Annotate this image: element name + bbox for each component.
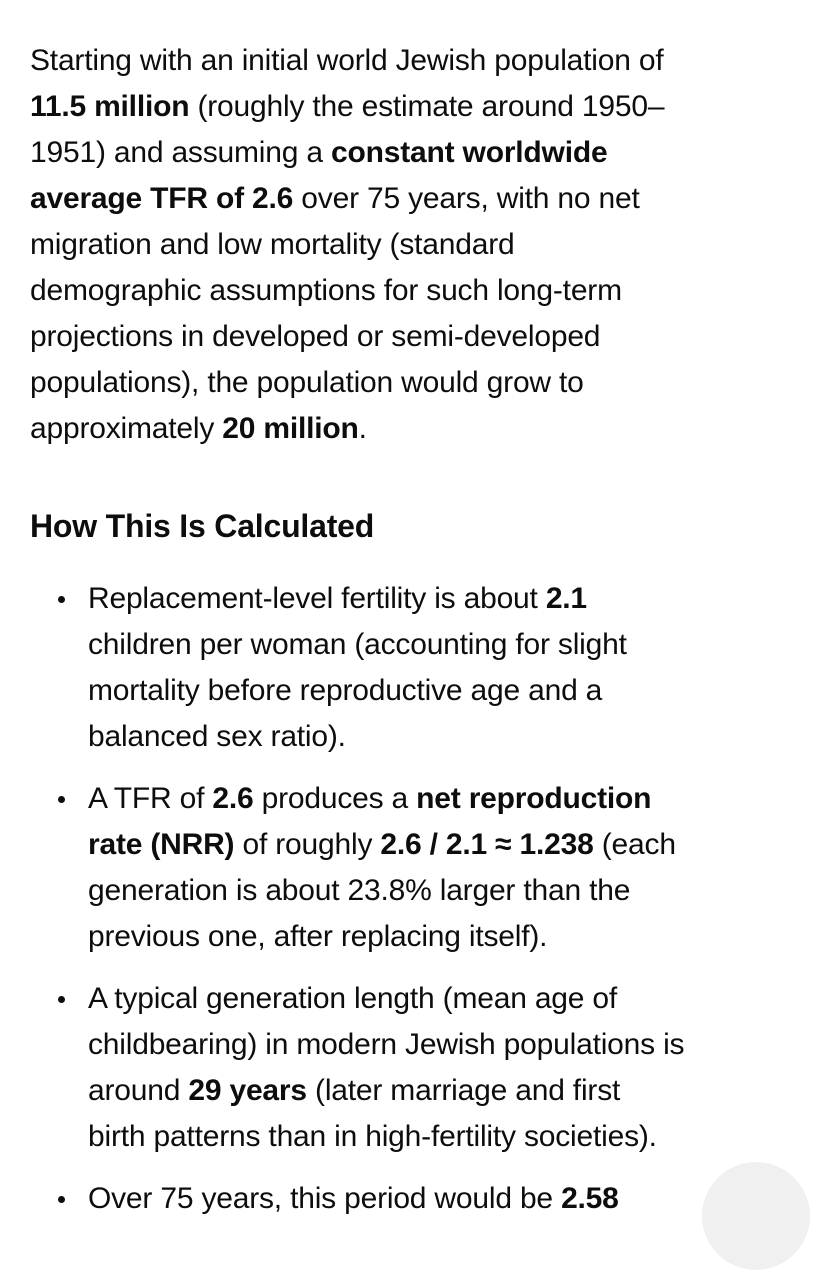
bold-text-run: rate (NRR) <box>88 828 235 861</box>
text-line: Starting with an initial world Jewish po… <box>30 38 797 84</box>
document-body: Starting with an initial world Jewish po… <box>30 38 797 1222</box>
scroll-to-bottom-button[interactable] <box>702 1162 810 1270</box>
list-item-text: A TFR of 2.6 produces a net reproduction… <box>88 776 797 960</box>
bold-text-run: 2.6 / 2.1 ≈ 1.238 <box>380 828 594 861</box>
text-run: birth patterns than in high-fertility so… <box>88 1120 657 1153</box>
list-item: A typical generation length (mean age of… <box>30 976 797 1160</box>
text-run: 1951) and assuming a <box>30 136 332 169</box>
text-run: produces a <box>253 782 417 815</box>
bullet-marker-icon <box>58 996 65 1003</box>
text-run: (later marriage and first <box>306 1074 621 1107</box>
text-run: A typical generation length (mean age of <box>88 982 618 1015</box>
text-run: migration and low mortality (standard <box>30 228 515 261</box>
text-run: (each <box>593 828 676 861</box>
bold-text-run: 2.1 <box>545 582 587 615</box>
text-run: Starting with an initial world Jewish po… <box>30 44 664 77</box>
text-run: over 75 years, with no net <box>293 182 640 215</box>
text-line: mortality before reproductive age and a <box>88 668 797 714</box>
text-run: generation is about 23.8% larger than th… <box>88 874 631 907</box>
bold-text-run: 20 million <box>222 412 359 445</box>
text-line: birth patterns than in high-fertility so… <box>88 1114 797 1160</box>
text-run: populations), the population would grow … <box>30 366 584 399</box>
list-item-text: A typical generation length (mean age of… <box>88 976 797 1160</box>
text-run: approximately <box>30 412 223 445</box>
section-heading: How This Is Calculated <box>30 508 375 544</box>
text-run: children per woman (accounting for sligh… <box>88 628 627 661</box>
bold-text-run: 29 years <box>188 1074 307 1107</box>
intro-paragraph: Starting with an initial world Jewish po… <box>30 38 797 452</box>
list-item: Over 75 years, this period would be 2.58 <box>30 1176 797 1222</box>
text-line: A TFR of 2.6 produces a net reproduction <box>88 776 797 822</box>
text-line: average TFR of 2.6 over 75 years, with n… <box>30 176 797 222</box>
text-line: 1951) and assuming a constant worldwide <box>30 130 797 176</box>
text-line: projections in developed or semi-develop… <box>30 314 797 360</box>
text-run: A TFR of <box>88 782 213 815</box>
text-line: previous one, after replacing itself). <box>88 914 797 960</box>
text-line: around 29 years (later marriage and firs… <box>88 1068 797 1114</box>
bold-text-run: net reproduction <box>416 782 652 815</box>
text-line: migration and low mortality (standard <box>30 222 797 268</box>
text-run: previous one, after replacing itself). <box>88 920 548 953</box>
text-line: populations), the population would grow … <box>30 360 797 406</box>
list-item: A TFR of 2.6 produces a net reproduction… <box>30 776 797 960</box>
text-run: (roughly the estimate around 1950– <box>189 90 665 123</box>
bold-text-run: 11.5 million <box>30 90 190 123</box>
text-line: Over 75 years, this period would be 2.58 <box>88 1176 797 1222</box>
text-run: balanced sex ratio). <box>88 720 346 753</box>
text-line: childbearing) in modern Jewish populatio… <box>88 1022 797 1068</box>
text-run: mortality before reproductive age and a <box>88 674 603 707</box>
text-line: generation is about 23.8% larger than th… <box>88 868 797 914</box>
list-item-text: Replacement-level fertility is about 2.1… <box>88 576 797 760</box>
text-line: rate (NRR) of roughly 2.6 / 2.1 ≈ 1.238 … <box>88 822 797 868</box>
text-run: childbearing) in modern Jewish populatio… <box>88 1028 685 1061</box>
bullet-marker-icon <box>58 596 65 603</box>
bold-text-run: constant worldwide <box>331 136 608 169</box>
text-run: of roughly <box>234 828 381 861</box>
text-run: demographic assumptions for such long-te… <box>30 274 622 307</box>
list-item-text: Over 75 years, this period would be 2.58 <box>88 1176 797 1222</box>
bullet-list: Replacement-level fertility is about 2.1… <box>30 576 797 1222</box>
text-line: approximately 20 million. <box>30 406 797 452</box>
bullet-marker-icon <box>58 796 65 803</box>
text-line: Replacement-level fertility is about 2.1 <box>88 576 797 622</box>
text-run: Over 75 years, this period would be <box>88 1182 562 1215</box>
text-run: projections in developed or semi-develop… <box>30 320 601 353</box>
bold-text-run: 2.58 <box>561 1182 619 1215</box>
text-line: demographic assumptions for such long-te… <box>30 268 797 314</box>
text-line: balanced sex ratio). <box>88 714 797 760</box>
text-run: . <box>358 412 367 445</box>
text-line: children per woman (accounting for sligh… <box>88 622 797 668</box>
text-run: around <box>88 1074 189 1107</box>
text-line: A typical generation length (mean age of <box>88 976 797 1022</box>
text-run: Replacement-level fertility is about <box>88 582 546 615</box>
list-item: Replacement-level fertility is about 2.1… <box>30 576 797 760</box>
bold-text-run: average TFR of 2.6 <box>30 182 294 215</box>
text-line: 11.5 million (roughly the estimate aroun… <box>30 84 797 130</box>
bold-text-run: 2.6 <box>212 782 254 815</box>
